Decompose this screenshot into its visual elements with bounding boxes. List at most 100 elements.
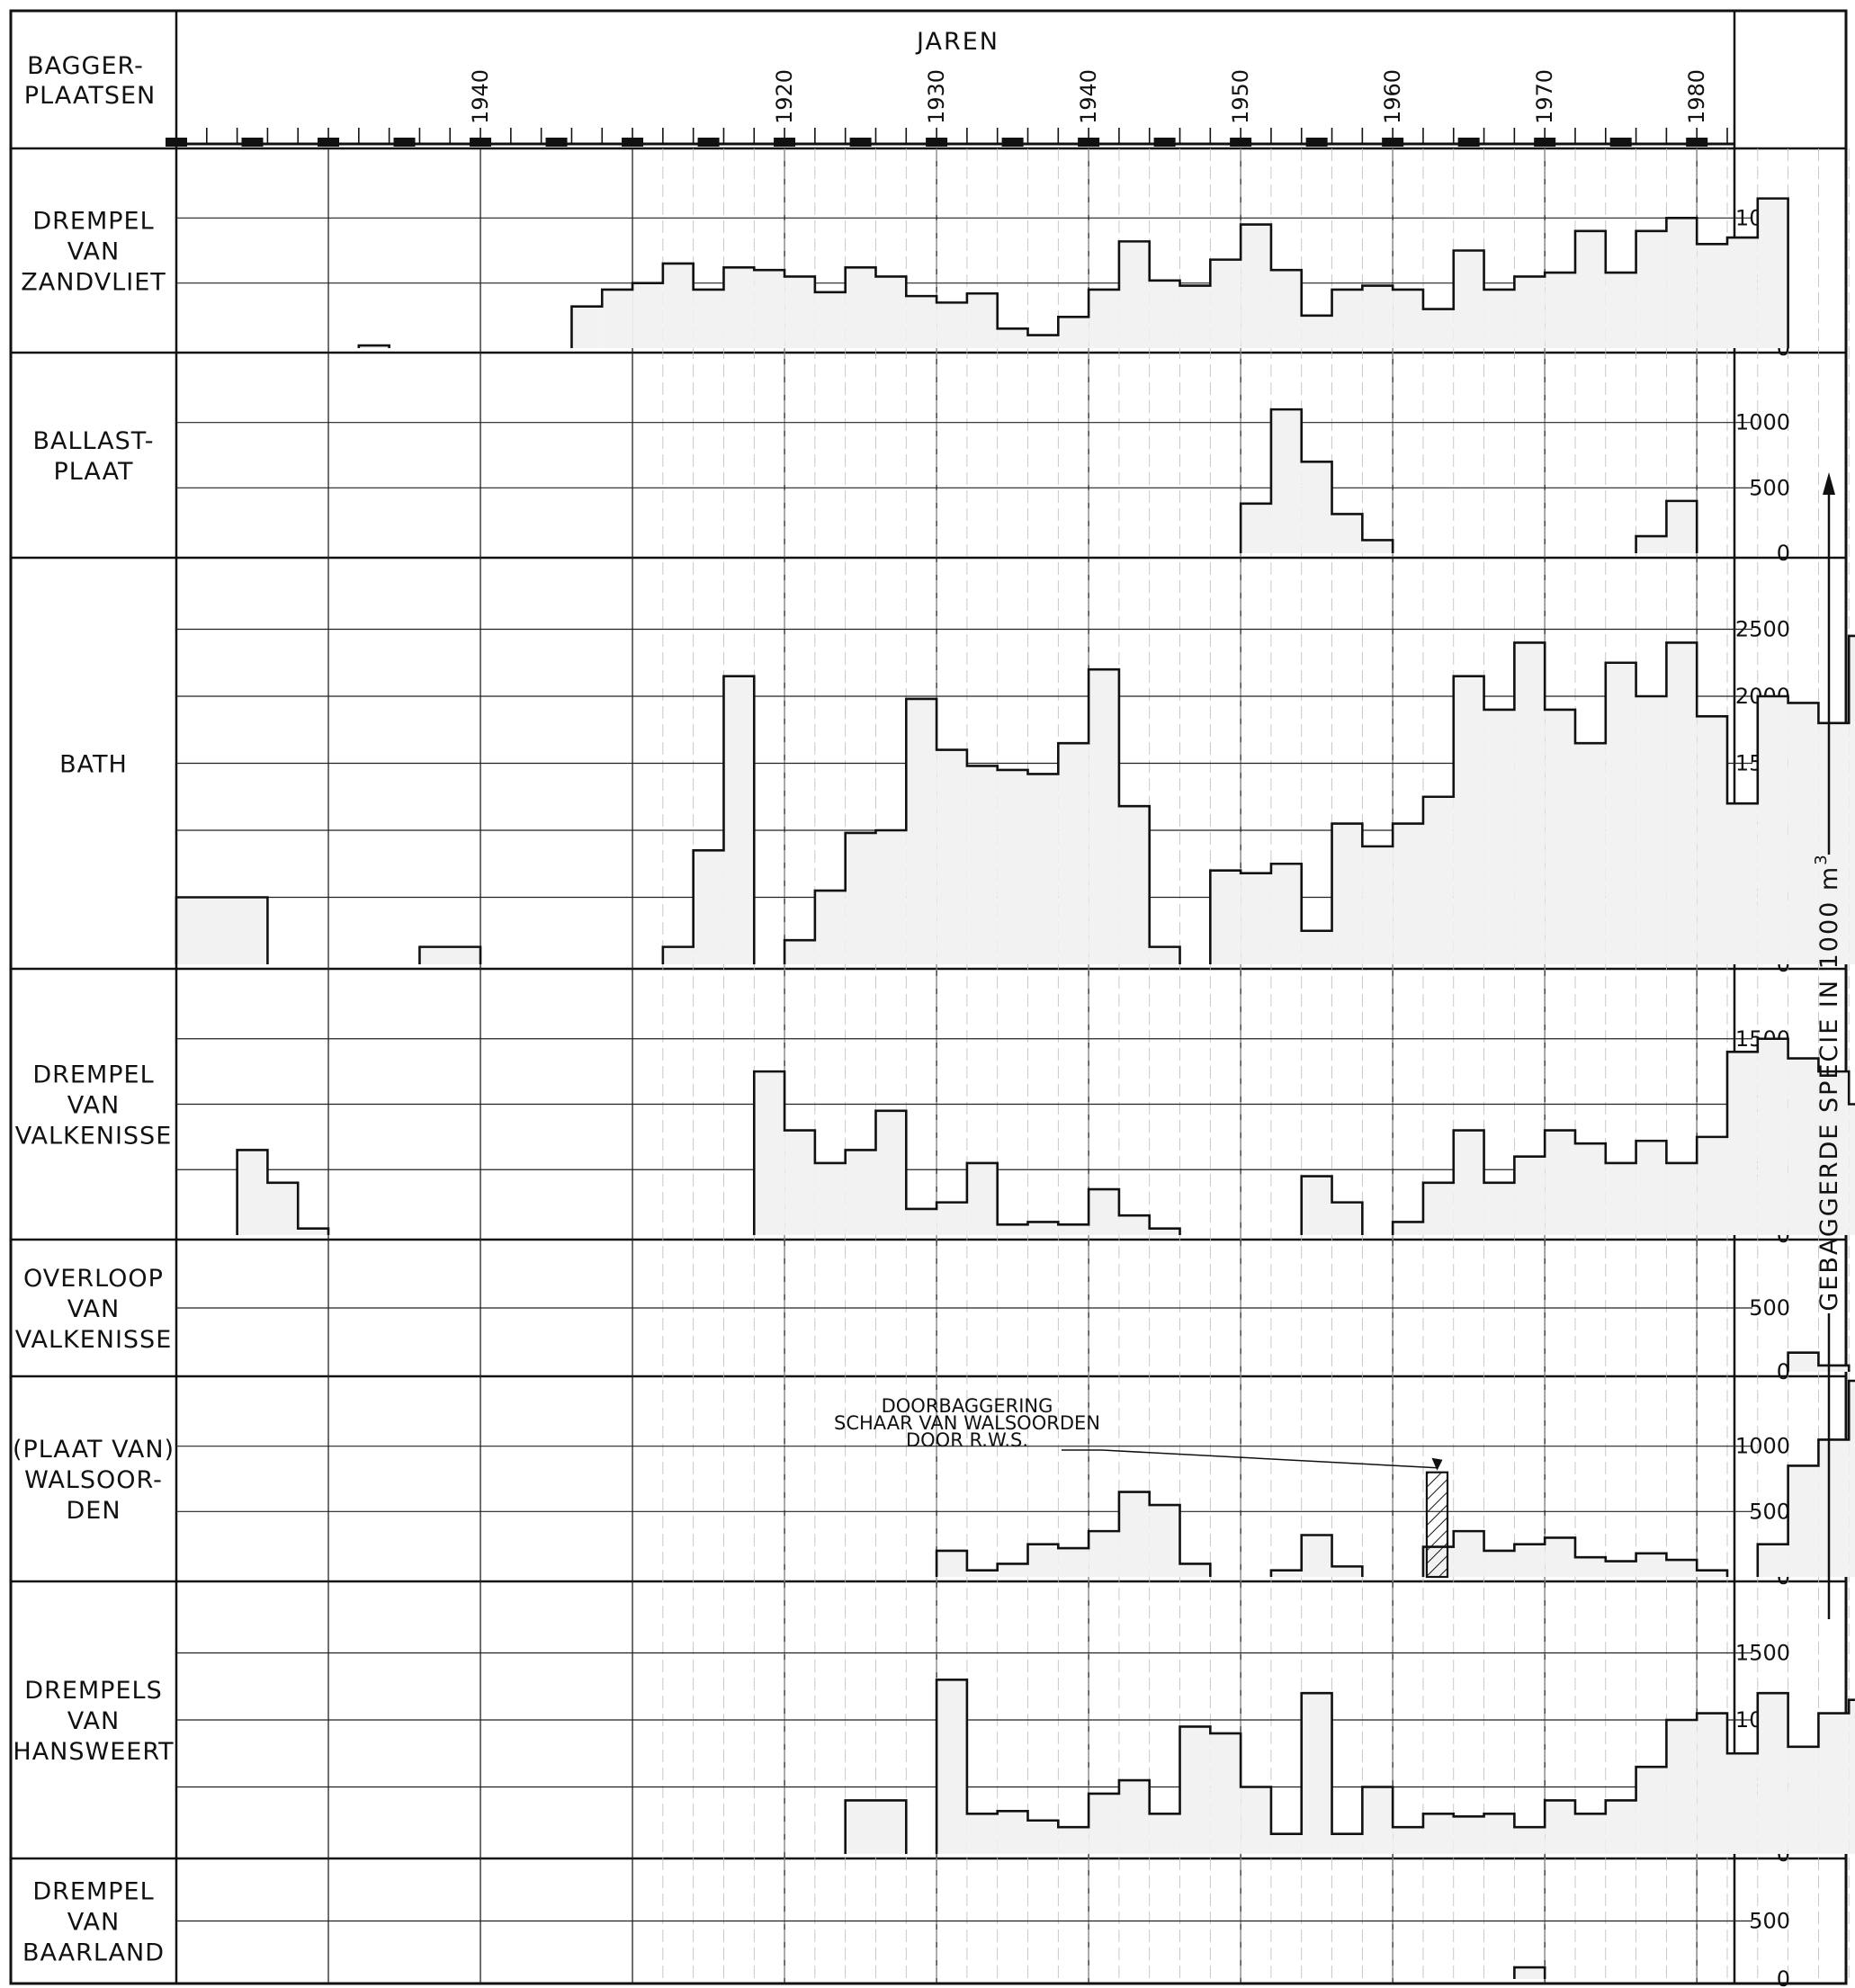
bar bbox=[1089, 1189, 1119, 1235]
bar bbox=[966, 1162, 998, 1235]
bar bbox=[1301, 930, 1332, 964]
panel-name-line: VAN bbox=[67, 238, 120, 266]
year-timeline: 1940 1920 1930 1940 1950 1960 1970 1980 bbox=[166, 69, 1734, 147]
bar bbox=[936, 1202, 967, 1235]
bar bbox=[1818, 1071, 1850, 1235]
y-tick-label: 500 bbox=[1749, 1499, 1790, 1524]
bar bbox=[1362, 1787, 1393, 1854]
panel-name-line: VALKENISSE bbox=[15, 1123, 173, 1151]
bar bbox=[1270, 864, 1302, 964]
bar bbox=[814, 291, 846, 348]
bar bbox=[1514, 1544, 1546, 1577]
bar bbox=[997, 1811, 1028, 1854]
bar bbox=[814, 1162, 846, 1235]
bar bbox=[237, 1150, 268, 1235]
bar bbox=[1149, 1228, 1180, 1235]
bar bbox=[906, 1208, 937, 1235]
bar bbox=[1422, 1182, 1454, 1235]
bar bbox=[1118, 1491, 1150, 1577]
x-tick-label: 1940 bbox=[1076, 69, 1101, 124]
bar bbox=[845, 1150, 876, 1235]
year-gridlines bbox=[327, 148, 1850, 1984]
bar bbox=[1697, 716, 1727, 964]
chart-header: BAGGER- PLAATSEN JAREN bbox=[24, 28, 998, 110]
bar bbox=[1149, 1813, 1180, 1854]
timeline-block bbox=[926, 138, 948, 147]
panel: DREMPELSVANHANSWEERT050010001500 bbox=[13, 1641, 1855, 1867]
bar bbox=[1483, 709, 1515, 964]
y-tick-label: 1500 bbox=[1735, 1641, 1790, 1666]
bar bbox=[1545, 1130, 1575, 1235]
bar bbox=[1727, 1753, 1758, 1854]
x-tick-label: 1940 bbox=[468, 69, 493, 124]
bar bbox=[1849, 1381, 1855, 1577]
bar bbox=[1849, 1104, 1855, 1235]
timeline-block bbox=[697, 138, 720, 147]
bar bbox=[1788, 703, 1819, 964]
annotation-line: DOORBAGGERING bbox=[882, 1395, 1053, 1417]
bar bbox=[784, 276, 815, 348]
y-tick-label: 0 bbox=[1777, 1359, 1790, 1384]
bar bbox=[1422, 796, 1454, 964]
timeline-block bbox=[1382, 138, 1404, 147]
bar bbox=[1179, 285, 1211, 348]
bar bbox=[176, 897, 268, 964]
bar bbox=[1788, 1465, 1819, 1577]
bar bbox=[1514, 642, 1546, 964]
bar bbox=[1118, 806, 1150, 964]
timeline-block bbox=[849, 138, 872, 147]
bar bbox=[1574, 1813, 1606, 1854]
bar bbox=[1849, 635, 1855, 964]
bar bbox=[754, 1071, 785, 1235]
bar bbox=[1270, 270, 1302, 348]
bar bbox=[1574, 230, 1606, 348]
bar bbox=[997, 1563, 1028, 1577]
bar bbox=[1270, 409, 1302, 553]
x-tick-label: 1960 bbox=[1380, 69, 1405, 124]
bar bbox=[1818, 722, 1850, 964]
bar bbox=[1058, 1224, 1089, 1235]
bar bbox=[1362, 846, 1393, 964]
bar bbox=[1635, 1141, 1667, 1235]
bar bbox=[875, 276, 907, 348]
timeline-block bbox=[1457, 138, 1480, 147]
chart-frame bbox=[9, 9, 1848, 1985]
bar bbox=[602, 289, 633, 348]
bar bbox=[1453, 1130, 1484, 1235]
timeline-block bbox=[1686, 138, 1708, 147]
panel-name-line: VALKENISSE bbox=[15, 1326, 173, 1354]
panel-name-line: BALLAST- bbox=[32, 427, 154, 455]
bar bbox=[784, 1130, 815, 1235]
bar bbox=[1393, 1222, 1423, 1235]
bar bbox=[997, 328, 1028, 348]
y-tick-label: 500 bbox=[1749, 1295, 1790, 1321]
step-outline bbox=[844, 1679, 1855, 1854]
bar bbox=[1118, 1780, 1150, 1854]
bar bbox=[1453, 250, 1484, 348]
bar bbox=[1331, 1202, 1363, 1235]
bar bbox=[1666, 1162, 1698, 1235]
x-tick-label: 1930 bbox=[924, 69, 949, 124]
step-outline bbox=[175, 634, 1855, 964]
y-tick-label: 2500 bbox=[1735, 617, 1790, 642]
panel: DREMPELVANZANDVLIET05001000 bbox=[21, 197, 1790, 361]
bar bbox=[693, 850, 724, 964]
bar bbox=[1574, 1143, 1606, 1235]
panel-name-line: VAN bbox=[67, 1092, 120, 1120]
bar bbox=[1666, 1560, 1698, 1577]
timeline-block bbox=[1609, 138, 1632, 147]
bar bbox=[845, 832, 876, 964]
bar bbox=[936, 1679, 967, 1854]
bar bbox=[1818, 1713, 1850, 1854]
bar bbox=[1757, 1544, 1788, 1577]
bar bbox=[1818, 1439, 1850, 1577]
panel-name-line: BATH bbox=[59, 751, 128, 779]
step-outline bbox=[236, 1037, 1855, 1235]
bar bbox=[1179, 1726, 1211, 1854]
bar bbox=[875, 830, 907, 964]
annotation-line: SCHAAR VAN WALSOORDEN bbox=[834, 1412, 1100, 1434]
panel-name-line: BAARLAND bbox=[22, 1939, 165, 1967]
hatched-bar bbox=[1425, 1471, 1449, 1579]
panel-name-line: VAN bbox=[67, 1707, 120, 1735]
panel-name-line: ZANDVLIET bbox=[21, 269, 166, 297]
